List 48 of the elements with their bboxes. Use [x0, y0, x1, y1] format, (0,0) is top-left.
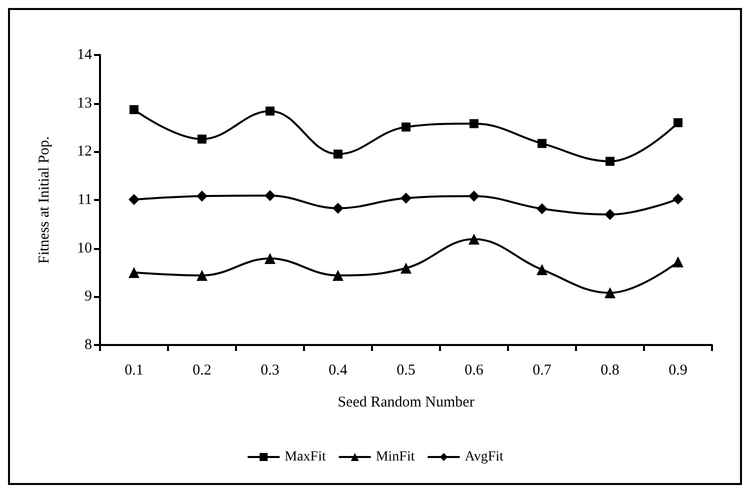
x-tick-label: 0.5: [396, 362, 416, 378]
x-tick-label: 0.1: [124, 362, 144, 378]
point: [470, 119, 478, 128]
legend-label: MaxFit: [284, 450, 326, 464]
point: [402, 122, 410, 132]
x-tick-label: 0.9: [668, 362, 688, 378]
y-tick-label: 13: [77, 95, 92, 112]
x-tick-label: 0.7: [532, 362, 552, 378]
point: [604, 287, 616, 298]
point: [468, 190, 480, 202]
point: [604, 209, 616, 220]
point: [672, 194, 684, 205]
point: [198, 134, 206, 144]
x-tick-label: 0.4: [328, 362, 348, 378]
y-axis-title: Fitness at Initial Pop.: [36, 136, 52, 264]
legend-label: AvgFit: [464, 450, 504, 464]
point: [538, 138, 546, 148]
point: [266, 106, 274, 116]
point: [196, 270, 208, 281]
x-tick-label: 0.3: [260, 362, 280, 378]
point: [128, 194, 140, 206]
x-tick-label: 0.6: [464, 362, 484, 378]
point: [606, 156, 614, 166]
y-tick-label: 10: [77, 240, 92, 256]
y-tick-label: 12: [77, 144, 92, 160]
point: [468, 234, 480, 245]
legend-label: MinFit: [376, 450, 415, 464]
point: [334, 150, 342, 159]
point: [332, 270, 344, 281]
y-tick-label: 14: [77, 47, 92, 63]
x-tick-label: 0.8: [600, 362, 620, 378]
point: [196, 190, 208, 202]
y-tick-label: 8: [84, 337, 92, 353]
point: [672, 256, 684, 268]
point: [674, 118, 682, 128]
point: [128, 267, 140, 278]
x-axis-title: Seed Random Number: [338, 394, 474, 410]
point: [130, 105, 138, 114]
point: [400, 262, 412, 274]
point: [536, 264, 548, 276]
point: [536, 203, 548, 214]
point: [264, 252, 276, 264]
point: [332, 202, 344, 214]
point: [400, 192, 412, 204]
x-tick-label: 0.2: [192, 362, 212, 378]
y-tick-label: 9: [84, 288, 92, 305]
point: [264, 190, 276, 202]
y-tick-label: 11: [78, 192, 92, 208]
